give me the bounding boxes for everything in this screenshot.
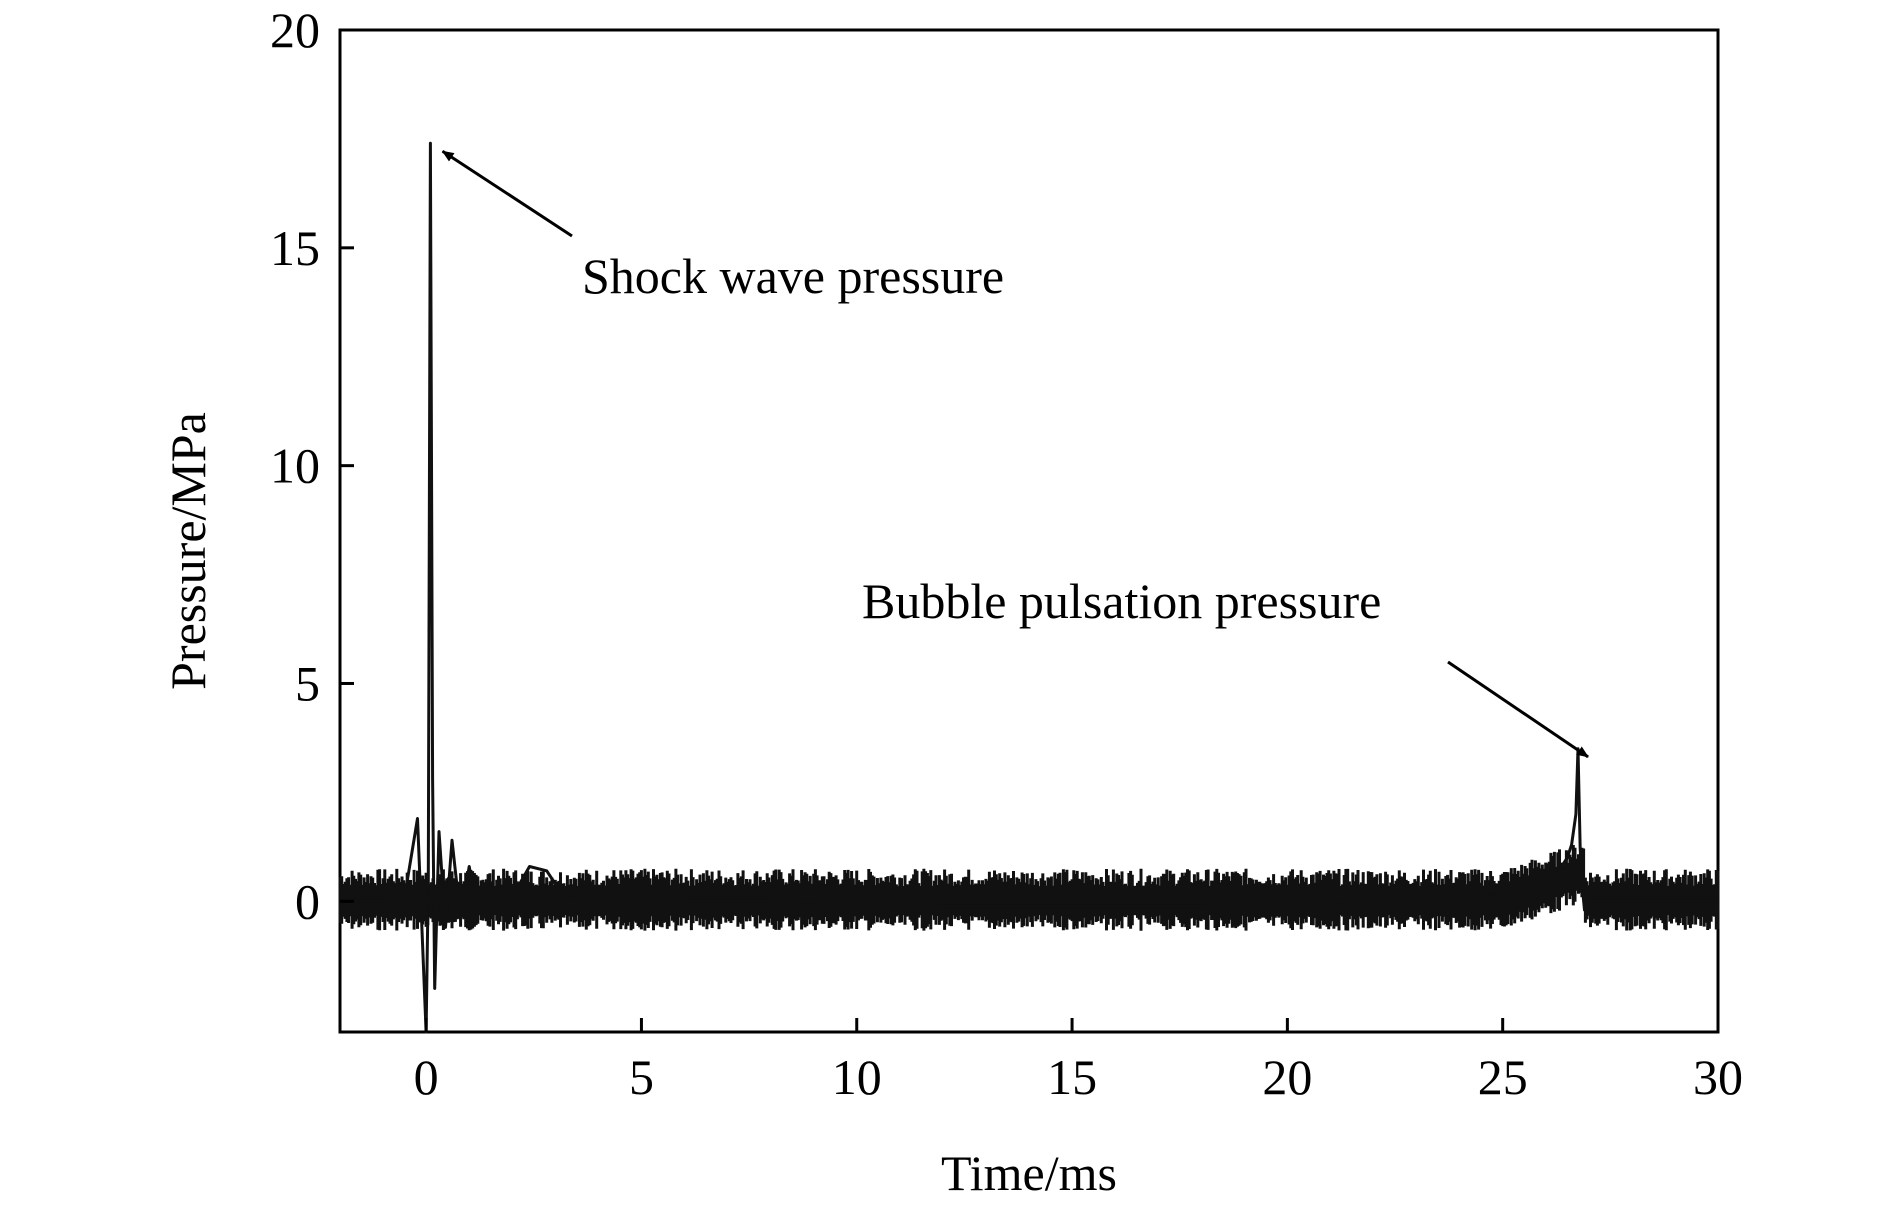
noise-band-strokes (338, 845, 1720, 931)
annotation-label: Shock wave pressure (582, 248, 1004, 304)
noise-band (338, 845, 1720, 931)
y-tick-label: 10 (270, 438, 320, 494)
x-tick-label: 25 (1478, 1049, 1528, 1105)
annotation-label: Bubble pulsation pressure (862, 573, 1381, 629)
x-tick-label: 15 (1047, 1049, 1097, 1105)
series-line (340, 141, 1718, 1034)
x-tick-label: 5 (629, 1049, 654, 1105)
x-axis-ticks: 0 5 10 15 20 25 30 (414, 1018, 1743, 1105)
x-tick-label: 30 (1693, 1049, 1743, 1105)
annotations: Shock wave pressure Bubble pulsation pres… (441, 150, 1589, 759)
y-tick-label: 15 (270, 220, 320, 276)
y-axis-ticks: 0 5 10 15 20 (270, 2, 354, 929)
x-tick-label: 0 (414, 1049, 439, 1105)
y-tick-label: 0 (295, 873, 320, 929)
annotation-arrow (441, 150, 573, 238)
y-tick-label: 5 (295, 655, 320, 711)
y-axis-title: Pressure/MPa (160, 412, 216, 690)
annotation-arrow (1447, 660, 1589, 759)
y-tick-label: 20 (270, 2, 320, 58)
x-axis-title: Time/ms (941, 1145, 1117, 1201)
x-tick-label: 20 (1262, 1049, 1312, 1105)
x-tick-label: 10 (832, 1049, 882, 1105)
plot-area-frame (338, 28, 1720, 1034)
